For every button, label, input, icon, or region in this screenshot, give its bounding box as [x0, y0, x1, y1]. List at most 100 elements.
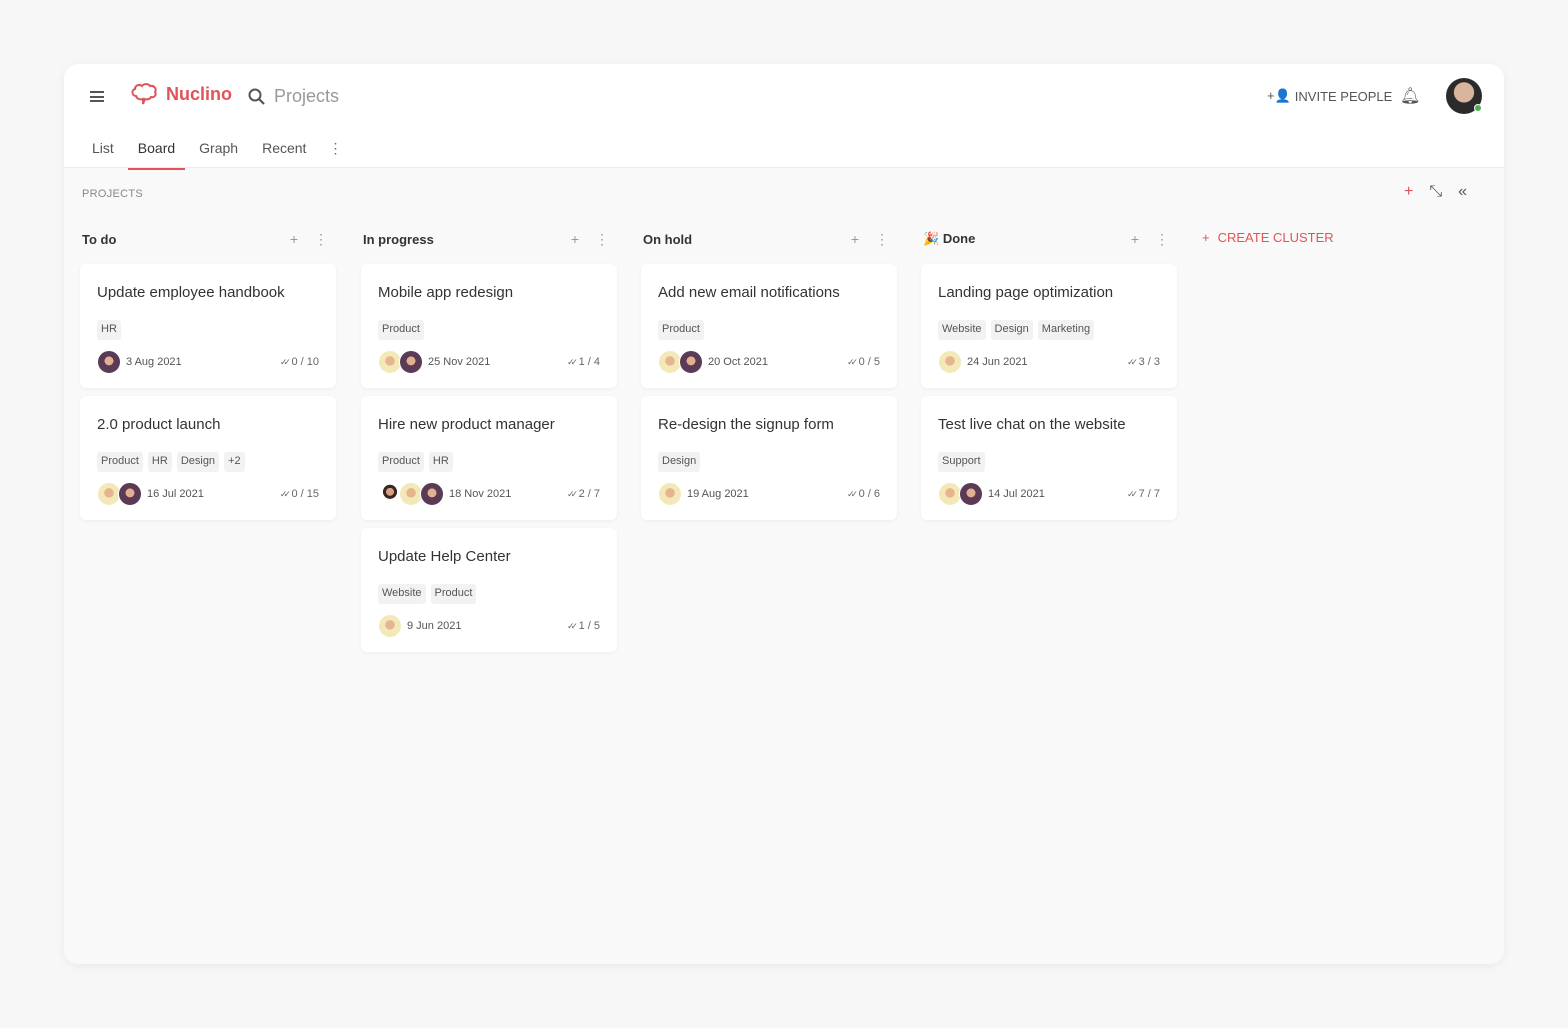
due-date: 24 Jun 2021 [967, 356, 1028, 368]
task-progress: 0 / 15 [291, 488, 319, 500]
app-window: Nuclino Projects List Board Graph Recent… [64, 64, 1504, 964]
tab-list[interactable]: List [92, 140, 114, 156]
card[interactable]: Mobile app redesign Product 25 Nov 2021 ✓✓ … [361, 264, 617, 388]
card-footer: 14 Jul 2021 ✓✓ 7 / 7 [938, 482, 1160, 506]
avatar [420, 482, 444, 506]
task-progress: 7 / 7 [1138, 488, 1160, 500]
card[interactable]: Add new email notifications Product 20 Oct… [641, 264, 897, 388]
card-footer: 25 Nov 2021 ✓✓ 1 / 4 [378, 350, 600, 374]
column-title: In progress [363, 231, 434, 247]
due-date: 20 Oct 2021 [708, 356, 768, 368]
add-card-icon[interactable]: + [1130, 230, 1139, 247]
search-input[interactable]: Projects [248, 86, 339, 107]
tag[interactable]: Marketing [1037, 320, 1095, 340]
due-date: 25 Nov 2021 [428, 356, 491, 368]
avatar [97, 350, 121, 374]
tag[interactable]: Product [430, 584, 477, 604]
due-date: 9 Jun 2021 [407, 620, 462, 632]
card[interactable]: Update employee handbook HR 3 Aug 2021 ✓✓ 0… [80, 264, 336, 388]
due-date: 19 Aug 2021 [687, 488, 749, 500]
task-progress: 1 / 4 [578, 356, 600, 368]
card-title: 2.0 product launch [97, 416, 221, 433]
card[interactable]: Update Help Center Website Product 9 Jun 20… [361, 528, 617, 652]
add-icon[interactable]: + [1404, 183, 1414, 200]
card[interactable]: 2.0 product launch Product HR Design +2 16 Ju… [80, 396, 336, 520]
tag[interactable]: Product [378, 452, 424, 472]
card-footer: 20 Oct 2021 ✓✓ 0 / 5 [658, 350, 880, 374]
tag-list: Website Product [378, 584, 600, 604]
card-footer: 18 Nov 2021 ✓✓ 2 / 7 [378, 482, 600, 506]
card-footer: 19 Aug 2021 ✓✓ 0 / 6 [658, 482, 880, 506]
collapse-icon[interactable]: ⤡ [1429, 183, 1443, 200]
card-footer: 16 Jul 2021 ✓✓ 0 / 15 [97, 482, 319, 506]
avatar [679, 350, 703, 374]
bell-icon[interactable]: 🔔︎ [1400, 88, 1421, 105]
tag[interactable]: Website [938, 320, 986, 340]
more-tabs-icon[interactable]: ⋮ [328, 140, 343, 156]
column-header: On hold + ⋮ [641, 224, 897, 254]
column-done: 🎉 Done + ⋮ Landing page optimization Website… [921, 224, 1177, 520]
tag[interactable]: HR [428, 452, 453, 472]
tab-recent[interactable]: Recent [262, 140, 307, 156]
task-progress: 2 / 7 [578, 488, 600, 500]
double-chevron-left-icon[interactable]: « [1458, 183, 1468, 200]
tag-list: Product [378, 320, 600, 340]
board-toolbar: + ⤡ « [1404, 183, 1467, 201]
tag[interactable]: Support [938, 452, 985, 472]
double-check-icon: ✓✓ [847, 488, 858, 499]
avatar [118, 482, 142, 506]
column-header: 🎉 Done + ⋮ [921, 224, 1177, 254]
logo[interactable]: Nuclino [130, 82, 232, 106]
add-card-icon[interactable]: + [570, 230, 579, 247]
create-cluster-button[interactable]: + CREATE CLUSTER [1202, 230, 1334, 245]
more-icon[interactable]: ⋮ [314, 230, 328, 247]
add-person-icon: +👤 [1267, 88, 1291, 103]
double-check-icon: ✓✓ [567, 488, 578, 499]
view-tabs: List Board Graph Recent ⋮ [82, 128, 350, 170]
task-progress: 0 / 5 [858, 356, 880, 368]
tag[interactable]: Website [378, 584, 426, 604]
card[interactable]: Re-design the signup form Design 19 Aug 20… [641, 396, 897, 520]
card[interactable]: Landing page optimization Website Design Ma… [921, 264, 1177, 388]
invite-people-button[interactable]: +👤 INVITE PEOPLE [1267, 88, 1392, 104]
double-check-icon: ✓✓ [567, 620, 578, 631]
tag[interactable]: HR [147, 452, 172, 472]
add-card-icon[interactable]: + [850, 230, 859, 247]
tab-graph[interactable]: Graph [199, 140, 239, 156]
tag[interactable]: Product [378, 320, 424, 340]
column-on-hold: On hold + ⋮ Add new email notifications Prod… [641, 224, 897, 520]
tag[interactable]: Product [658, 320, 704, 340]
avatar [658, 482, 682, 506]
more-icon[interactable]: ⋮ [875, 230, 889, 247]
add-card-icon[interactable]: + [289, 230, 298, 247]
card[interactable]: Hire new product manager Product HR 18 Nov … [361, 396, 617, 520]
menu-icon[interactable] [90, 91, 104, 102]
card-title: Add new email notifications [658, 284, 840, 301]
more-icon[interactable]: ⋮ [1155, 230, 1169, 247]
tag[interactable]: Design [658, 452, 701, 472]
tag[interactable]: HR [97, 320, 121, 340]
invite-label: INVITE PEOPLE [1294, 88, 1393, 104]
tag[interactable]: Design [990, 320, 1033, 340]
avatar [378, 350, 402, 374]
double-check-icon: ✓✓ [1127, 356, 1138, 367]
tag-list: Product HR Design +2 [97, 452, 319, 472]
card[interactable]: Test live chat on the website Support 14 J… [921, 396, 1177, 520]
plus-icon: + [1202, 230, 1210, 245]
due-date: 14 Jul 2021 [988, 488, 1045, 500]
logo-text: Nuclino [166, 83, 232, 104]
tag[interactable]: Product [97, 452, 143, 472]
tag-list: Website Design Marketing [938, 320, 1160, 340]
column-to-do: To do + ⋮ Update employee handbook HR 3 Aug 2… [80, 224, 336, 520]
tab-board[interactable]: Board [127, 128, 186, 170]
search-icon [248, 88, 265, 105]
brain-logo-icon [131, 83, 157, 105]
double-check-icon: ✓✓ [279, 488, 291, 499]
more-icon[interactable]: ⋮ [595, 230, 609, 247]
user-avatar[interactable] [1446, 78, 1482, 114]
task-progress: 0 / 6 [858, 488, 880, 500]
card-footer: 3 Aug 2021 ✓✓ 0 / 10 [97, 350, 319, 374]
header: Nuclino Projects List Board Graph Recent… [64, 64, 1504, 170]
tag[interactable]: +2 [224, 452, 245, 472]
tag[interactable]: Design [176, 452, 220, 472]
